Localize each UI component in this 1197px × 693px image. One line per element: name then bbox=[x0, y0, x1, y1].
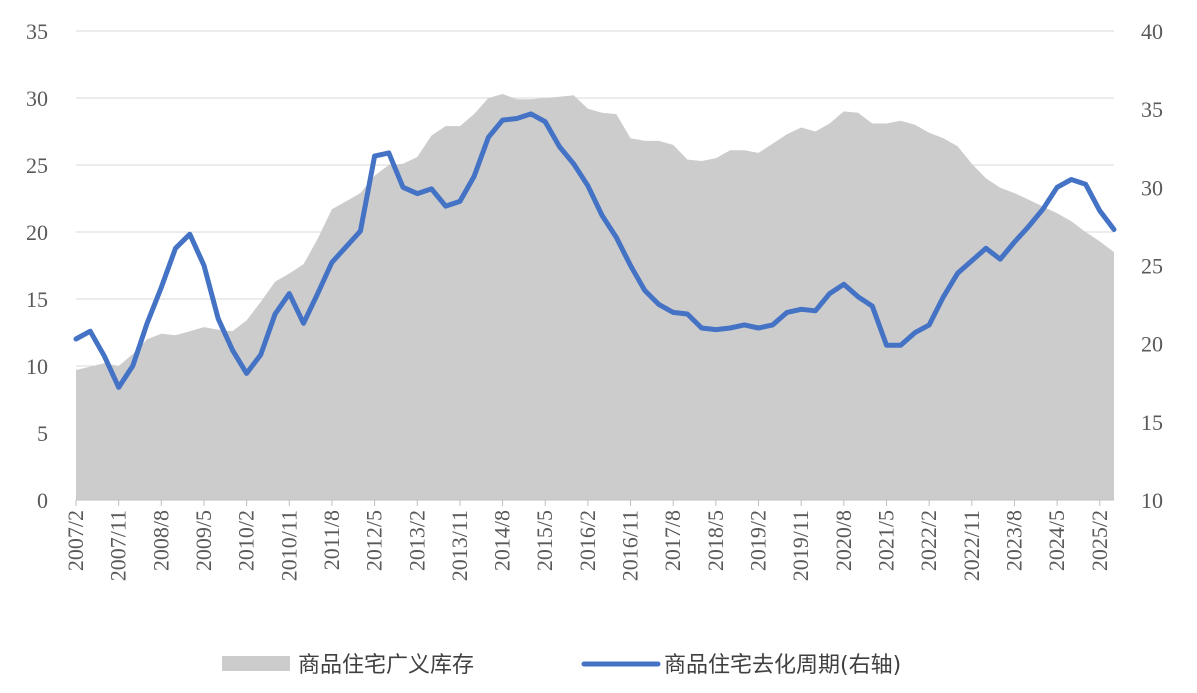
legend-label-destocking-cycle: 商品住宅去化周期(右轴) bbox=[664, 653, 901, 678]
x-tick-label: 2021/5 bbox=[873, 510, 898, 571]
x-tick-label: 2010/2 bbox=[234, 510, 259, 571]
x-tick-label: 2012/5 bbox=[362, 510, 387, 571]
legend-swatch-inventory bbox=[222, 656, 290, 671]
x-tick-label: 2023/8 bbox=[1001, 510, 1026, 571]
x-tick-label: 2011/8 bbox=[319, 510, 344, 570]
legend: 商品住宅广义库存 商品住宅去化周期(右轴) bbox=[222, 653, 901, 678]
x-tick-label: 2015/5 bbox=[532, 510, 557, 571]
x-tick-label: 2019/11 bbox=[788, 510, 813, 581]
inventory-area bbox=[76, 94, 1114, 500]
right-y-tick-label: 40 bbox=[1141, 19, 1163, 44]
x-tick-label: 2010/11 bbox=[276, 510, 301, 581]
x-tick-label: 2016/2 bbox=[575, 510, 600, 571]
left-y-tick-label: 35 bbox=[26, 19, 48, 44]
destocking-cycle-line bbox=[73, 111, 1117, 390]
x-tick-label: 2013/11 bbox=[447, 510, 472, 581]
legend-label-inventory: 商品住宅广义库存 bbox=[298, 653, 474, 678]
left-y-tick-label: 0 bbox=[37, 488, 48, 513]
right-y-tick-label: 20 bbox=[1141, 332, 1163, 357]
x-tick-label: 2016/11 bbox=[618, 510, 643, 581]
x-tick-label: 2013/2 bbox=[404, 510, 429, 571]
left-y-tick-label: 15 bbox=[26, 287, 48, 312]
right-y-tick-label: 35 bbox=[1141, 97, 1163, 122]
x-tick-label: 2008/8 bbox=[148, 510, 173, 571]
right-y-tick-label: 10 bbox=[1141, 488, 1163, 513]
x-tick-label: 2018/5 bbox=[703, 510, 728, 571]
right-y-tick-label: 25 bbox=[1141, 254, 1163, 279]
x-tick-label: 2014/8 bbox=[490, 510, 515, 571]
left-y-tick-label: 5 bbox=[37, 421, 48, 446]
left-y-tick-label: 30 bbox=[26, 86, 48, 111]
x-tick-label: 2020/8 bbox=[831, 510, 856, 571]
x-tick-label: 2019/2 bbox=[746, 510, 771, 571]
x-tick-label: 2007/11 bbox=[106, 510, 131, 581]
x-tick-label: 2022/2 bbox=[916, 510, 941, 571]
left-y-tick-labels: 0 5 10 15 20 25 30 35 bbox=[26, 19, 48, 513]
right-y-tick-label: 15 bbox=[1141, 410, 1163, 435]
x-tick-label: 2009/5 bbox=[191, 510, 216, 571]
x-tick-label: 2022/11 bbox=[959, 510, 984, 581]
right-y-tick-label: 30 bbox=[1141, 175, 1163, 200]
left-y-tick-label: 20 bbox=[26, 220, 48, 245]
left-y-tick-label: 10 bbox=[26, 354, 48, 379]
x-tick-label: 2025/2 bbox=[1087, 510, 1112, 571]
x-tick-label: 2007/2 bbox=[63, 510, 88, 571]
x-tick-labels: 2007/2 2007/11 2008/8 2009/5 2010/2 2010/11 20… bbox=[63, 500, 1112, 581]
right-y-tick-labels: 10 15 20 25 30 35 40 bbox=[1141, 19, 1163, 513]
left-y-tick-label: 25 bbox=[26, 153, 48, 178]
x-tick-label: 2024/5 bbox=[1044, 510, 1069, 571]
x-tick-label: 2017/8 bbox=[660, 510, 685, 571]
